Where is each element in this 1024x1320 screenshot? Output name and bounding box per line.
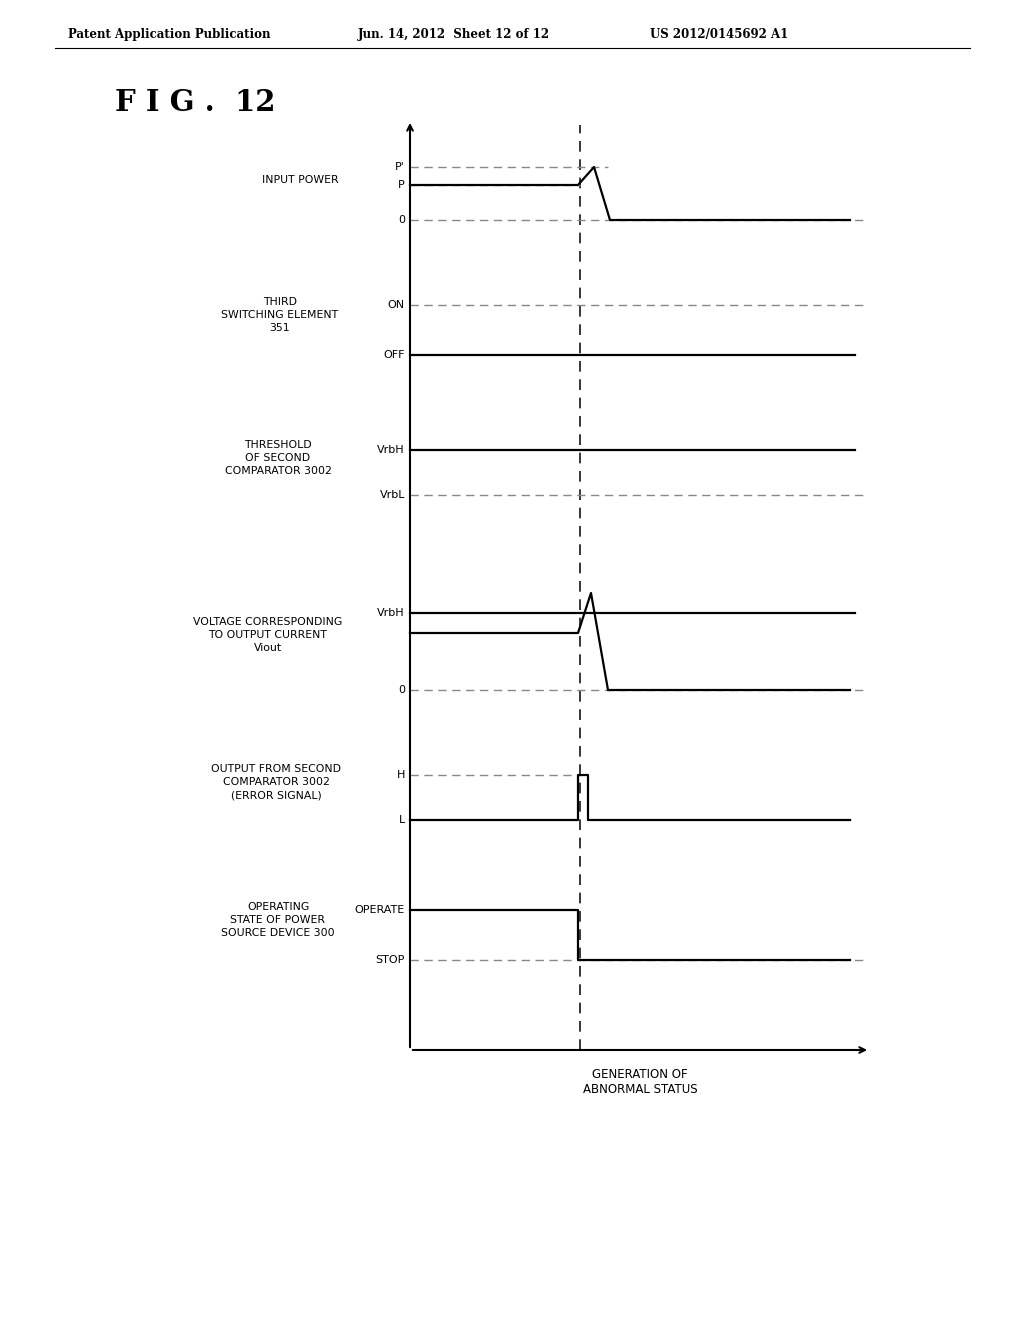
Text: 0: 0 xyxy=(398,685,406,696)
Text: P: P xyxy=(398,180,406,190)
Text: F I G .  12: F I G . 12 xyxy=(115,88,275,117)
Text: Patent Application Publication: Patent Application Publication xyxy=(68,28,270,41)
Text: Jun. 14, 2012  Sheet 12 of 12: Jun. 14, 2012 Sheet 12 of 12 xyxy=(358,28,550,41)
Text: H: H xyxy=(396,770,406,780)
Text: GENERATION OF
ABNORMAL STATUS: GENERATION OF ABNORMAL STATUS xyxy=(583,1068,697,1096)
Text: VrbH: VrbH xyxy=(378,445,406,455)
Text: STOP: STOP xyxy=(376,954,406,965)
Text: 0: 0 xyxy=(398,215,406,224)
Text: THRESHOLD
OF SECOND
COMPARATOR 3002: THRESHOLD OF SECOND COMPARATOR 3002 xyxy=(224,440,332,477)
Text: THIRD
SWITCHING ELEMENT
351: THIRD SWITCHING ELEMENT 351 xyxy=(221,297,339,333)
Text: US 2012/0145692 A1: US 2012/0145692 A1 xyxy=(650,28,788,41)
Text: P': P' xyxy=(395,162,406,172)
Text: L: L xyxy=(398,814,406,825)
Text: INPUT POWER: INPUT POWER xyxy=(262,176,338,185)
Text: VrbH: VrbH xyxy=(378,609,406,618)
Text: OPERATING
STATE OF POWER
SOURCE DEVICE 300: OPERATING STATE OF POWER SOURCE DEVICE 3… xyxy=(221,902,335,939)
Text: OPERATE: OPERATE xyxy=(354,906,406,915)
Text: OFF: OFF xyxy=(384,350,406,360)
Text: OUTPUT FROM SECOND
COMPARATOR 3002
(ERROR SIGNAL): OUTPUT FROM SECOND COMPARATOR 3002 (ERRO… xyxy=(211,764,341,800)
Text: VOLTAGE CORRESPONDING
TO OUTPUT CURRENT
Viout: VOLTAGE CORRESPONDING TO OUTPUT CURRENT … xyxy=(194,616,343,653)
Text: VrbL: VrbL xyxy=(380,490,406,500)
Text: ON: ON xyxy=(388,300,406,310)
